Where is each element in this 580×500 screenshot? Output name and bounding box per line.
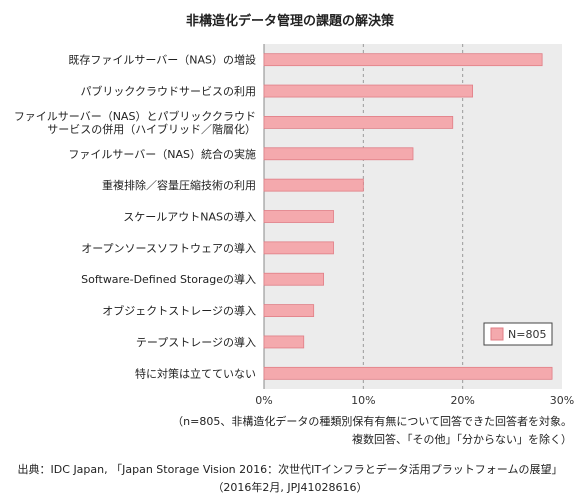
x-tick-label: 20% [450,394,474,407]
legend: N=805 [483,322,553,346]
legend-label: N=805 [508,328,546,341]
x-tick-label: 10% [351,394,375,407]
bar [263,241,334,255]
note-line-2: 複数回答、「その他」「分からない」を除く） [352,433,572,446]
category-label: Software-Defined Storageの導入 [81,272,256,286]
category-label: 重複排除／容量圧縮技術の利用 [102,178,256,192]
bar [263,272,324,286]
chart-title: 非構造化データ管理の課題の解決策 [185,14,394,29]
source-line-2: （2016年2月, JPJ41028616） [212,481,368,494]
category-label: ファイルサーバー（NAS）統合の実施 [68,147,256,161]
note-line-1: （n=805、非構造化データの種類別保有有無について回答できた回答者を対象。 [172,415,572,428]
bar [263,53,543,67]
category-label: 既存ファイルサーバー（NAS）の増設 [68,53,256,67]
category-label: パブリッククラウドサービスの利用 [80,84,256,98]
x-tick-label: 30% [550,394,574,407]
category-label: オブジェクトストレージの導入 [102,304,256,318]
category-label: オープンソースソフトウェアの導入 [81,241,256,255]
bar [263,210,334,223]
category-label: スケールアウトNASの導入 [123,210,256,224]
category-label: テープストレージの導入 [136,335,256,349]
bar [263,116,454,129]
category-label: サービスの併用（ハイブリッド／階層化） [47,122,256,136]
bar [263,366,553,380]
category-label: 特に対策は立てていない [135,366,256,380]
source-line-1: 出典：IDC Japan, 「Japan Storage Vision 2016… [17,463,563,476]
legend-swatch [490,327,504,341]
bar [263,84,474,98]
bar [263,178,364,192]
bar [263,147,414,161]
x-tick-label: 0% [255,394,272,407]
bar [263,304,315,317]
bar [263,335,305,349]
category-label: ファイルサーバー（NAS）とパブリッククラウド [14,109,256,123]
bar-chart: 既存ファイルサーバー（NAS）の増設パブリッククラウドサービスの利用ファイルサー… [14,44,574,407]
